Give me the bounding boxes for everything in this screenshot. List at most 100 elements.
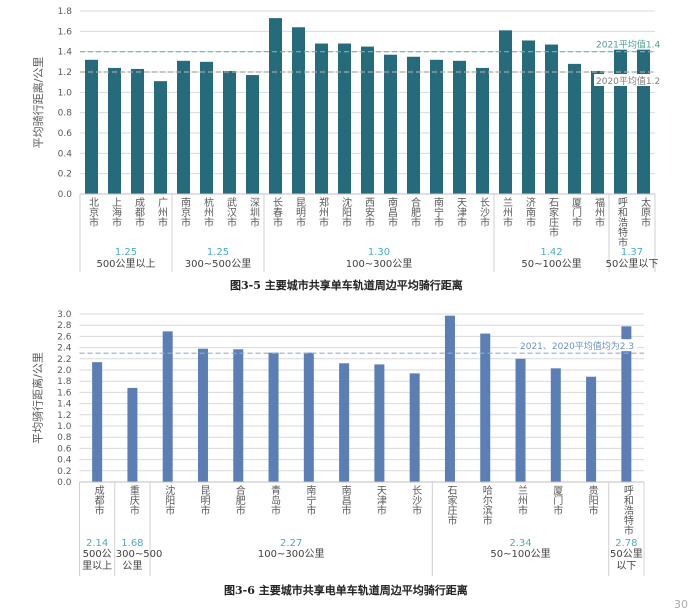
category-label: 合肥市 — [408, 197, 420, 227]
group-label: 500公里以上 — [96, 259, 156, 270]
group-average: 1.25 — [114, 247, 138, 258]
category-label: 合肥市 — [233, 485, 245, 515]
reference-label-bg — [518, 339, 637, 352]
category-label: 厦门市 — [550, 485, 562, 515]
category-label: 南宁市 — [431, 197, 443, 227]
bar — [480, 333, 491, 482]
category-label: 青岛市 — [268, 485, 280, 515]
bar — [568, 63, 581, 194]
category-label: 上海市 — [109, 197, 121, 227]
y-tick-label: 0.4 — [58, 149, 73, 159]
category-label: 北京市 — [86, 197, 98, 227]
group-average: 2.78 — [615, 538, 638, 549]
bar — [269, 18, 282, 194]
category-label: 南昌市 — [339, 485, 351, 515]
bar — [108, 67, 121, 194]
bar — [614, 38, 627, 195]
y-tick-label: 1.4 — [57, 400, 72, 410]
chart1-title: 图3-5 主要城市共享单车轨道周边平均骑行距离 — [230, 279, 463, 292]
bar — [409, 373, 420, 482]
category-label: 南宁市 — [303, 485, 315, 515]
bar — [339, 363, 350, 482]
y-tick-label: 0.6 — [57, 444, 72, 454]
y-tick-label: 0.2 — [58, 170, 72, 180]
bar — [233, 349, 244, 482]
bar — [515, 358, 526, 482]
bar — [361, 46, 374, 195]
y-tick-label: 0.0 — [57, 478, 72, 488]
bar — [177, 60, 190, 194]
group-label: 100~300公里 — [345, 259, 413, 270]
group-average: 1.37 — [620, 247, 644, 258]
category-label: 长春市 — [270, 197, 282, 227]
category-label: 石家庄市 — [444, 485, 456, 525]
category-label: 呼和浩特市 — [615, 197, 627, 247]
y-tick-label: 0.8 — [57, 433, 72, 443]
bar — [476, 67, 489, 194]
bar — [522, 40, 535, 194]
group-average: 1.30 — [367, 247, 391, 258]
y-tick-label: 1.4 — [58, 48, 73, 58]
group-average: 1.42 — [540, 247, 563, 258]
reference-line-label: 2021平均值1.4 — [596, 39, 660, 51]
bar — [197, 348, 208, 482]
y-tick-label: 1.8 — [57, 377, 72, 387]
category-label: 长沙市 — [477, 197, 489, 227]
reference-line-label: 2021、2020平均值均为2.3 — [520, 340, 634, 352]
category-label: 石家庄市 — [546, 197, 558, 237]
bar — [223, 70, 236, 194]
y-tick-label: 1.6 — [57, 388, 72, 398]
category-label: 杭州市 — [201, 197, 213, 227]
bar — [453, 60, 466, 194]
bar — [127, 387, 138, 482]
category-label: 广州市 — [155, 197, 167, 227]
category-label: 厦门市 — [569, 197, 581, 227]
bar — [384, 54, 397, 194]
category-label: 哈尔滨市 — [480, 485, 492, 525]
category-label: 南京市 — [178, 197, 190, 227]
bar — [154, 81, 167, 194]
y-tick-label: 2.8 — [57, 321, 72, 331]
category-label: 西安市 — [362, 197, 374, 227]
bar — [407, 56, 420, 194]
bar — [374, 364, 385, 482]
bar — [162, 331, 173, 482]
reference-label-bg — [594, 74, 664, 86]
bar — [621, 326, 632, 482]
bar — [338, 43, 351, 195]
category-label: 太原市 — [638, 197, 650, 227]
reference-label-bg — [594, 37, 664, 50]
y-tick-label: 0.8 — [58, 109, 73, 119]
category-label: 天津市 — [374, 485, 386, 515]
y-tick-label: 1.0 — [57, 422, 72, 432]
category-label: 天津市 — [454, 197, 466, 227]
category-label: 成都市 — [92, 485, 104, 515]
category-label: 成都市 — [132, 197, 144, 227]
y-tick-label: 0.2 — [57, 467, 71, 477]
category-label: 兰州市 — [500, 197, 512, 227]
y-tick-label: 3.0 — [57, 310, 72, 320]
group-label: 50~100公里 — [490, 549, 551, 560]
bar — [545, 44, 558, 194]
y-tick-label: 2.6 — [57, 332, 72, 342]
y-tick-label: 0.4 — [57, 456, 72, 466]
y-tick-label: 0.0 — [58, 190, 73, 200]
y-tick-label: 1.0 — [58, 88, 73, 98]
bar — [550, 368, 561, 482]
y-tick-label: 0.6 — [58, 129, 73, 139]
bar — [591, 70, 604, 194]
bar — [268, 352, 279, 482]
category-label: 福州市 — [592, 197, 604, 227]
y-axis-label: 平均骑行距离/公里 — [31, 352, 45, 444]
category-label: 郑州市 — [316, 197, 328, 227]
group-average: 2.27 — [280, 538, 303, 549]
reference-line-label: 2020平均值1.2 — [596, 75, 660, 87]
y-tick-label: 2.2 — [57, 355, 71, 365]
bar — [246, 75, 259, 194]
group-label: 50公里以下 — [605, 259, 659, 270]
group-average: 1.68 — [121, 538, 144, 549]
y-tick-label: 1.6 — [58, 27, 73, 37]
group-label: 300~500公里 — [184, 259, 252, 270]
category-label: 沈阳市 — [162, 485, 174, 515]
